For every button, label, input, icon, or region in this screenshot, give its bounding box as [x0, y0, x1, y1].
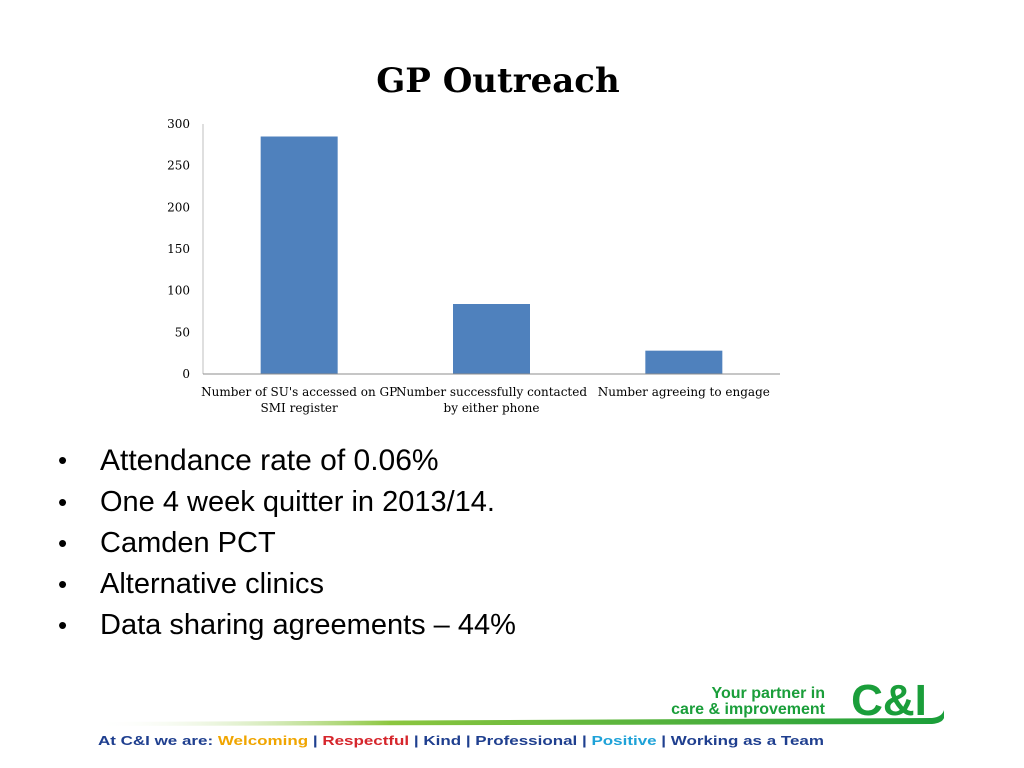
y-tick-label: 300 [167, 117, 190, 131]
bullet-icon: • [58, 528, 68, 558]
value-separator: | [308, 733, 322, 748]
y-tick-label: 50 [175, 325, 190, 339]
y-tick-label: 100 [167, 284, 190, 298]
value-word: Welcoming [218, 733, 308, 748]
bullet-item: • Alternative clinics [58, 564, 758, 605]
footer-tagline-line2: care & improvement [671, 701, 826, 718]
svg-text:C&I: C&I [851, 676, 927, 725]
chart-title: GP Outreach [376, 61, 619, 101]
y-tick-label: 150 [167, 242, 190, 256]
value-word: Respectful [322, 733, 409, 748]
y-axis-ticks: 0 50 100 150 200 250 300 [167, 117, 190, 381]
x-tick-label: Number agreeing to engage [598, 385, 770, 399]
footer-tagline-line1: Your partner in [712, 685, 826, 702]
values-strip: At C&I we are: Welcoming | Respectful | … [98, 733, 824, 748]
value-separator: | [461, 733, 475, 748]
x-axis-labels: Number of SU's accessed on GP SMI registe… [201, 385, 770, 415]
value-separator: | [577, 733, 591, 748]
bullet-item: • One 4 week quitter in 2013/14. [58, 482, 758, 523]
bar-chart: GP Outreach 0 50 100 150 200 250 300 Number of… [167, 61, 780, 415]
green-swoosh [92, 710, 944, 726]
bullet-icon: • [58, 445, 68, 475]
bullet-item: • Data sharing agreements – 44% [58, 605, 758, 646]
x-tick-label: Number of SU's accessed on GP [201, 385, 397, 399]
value-separator: | [409, 733, 423, 748]
values-bar [92, 728, 948, 750]
value-separator: | [657, 733, 671, 748]
y-tick-label: 0 [182, 367, 190, 381]
x-tick-label: by either phone [444, 401, 540, 415]
bar-2 [453, 304, 530, 374]
ci-logo-icon: C&I [851, 676, 927, 725]
x-tick-label: Number successfully contacted [396, 385, 587, 399]
value-word: Working as a Team [671, 733, 824, 748]
y-tick-label: 200 [167, 200, 190, 214]
x-tick-label: SMI register [261, 401, 339, 415]
bar-1 [260, 136, 338, 374]
value-word: Positive [591, 733, 656, 748]
value-word: Kind [423, 733, 461, 748]
bullet-list: • Attendance rate of 0.06% • One 4 week … [58, 440, 758, 646]
y-tick-label: 250 [167, 159, 190, 173]
bullet-icon: • [58, 569, 68, 599]
bars [260, 136, 723, 374]
values-prefix: At C&I we are: [98, 733, 218, 748]
footer-banner: Your partner in care & improvement C&I A… [92, 676, 948, 750]
bullet-item: • Attendance rate of 0.06% [58, 440, 758, 482]
bullet-icon: • [58, 610, 68, 640]
bar-3 [645, 350, 723, 374]
bullet-icon: • [58, 487, 68, 517]
bullet-item: • Camden PCT [58, 523, 758, 564]
value-word: Professional [475, 733, 577, 748]
